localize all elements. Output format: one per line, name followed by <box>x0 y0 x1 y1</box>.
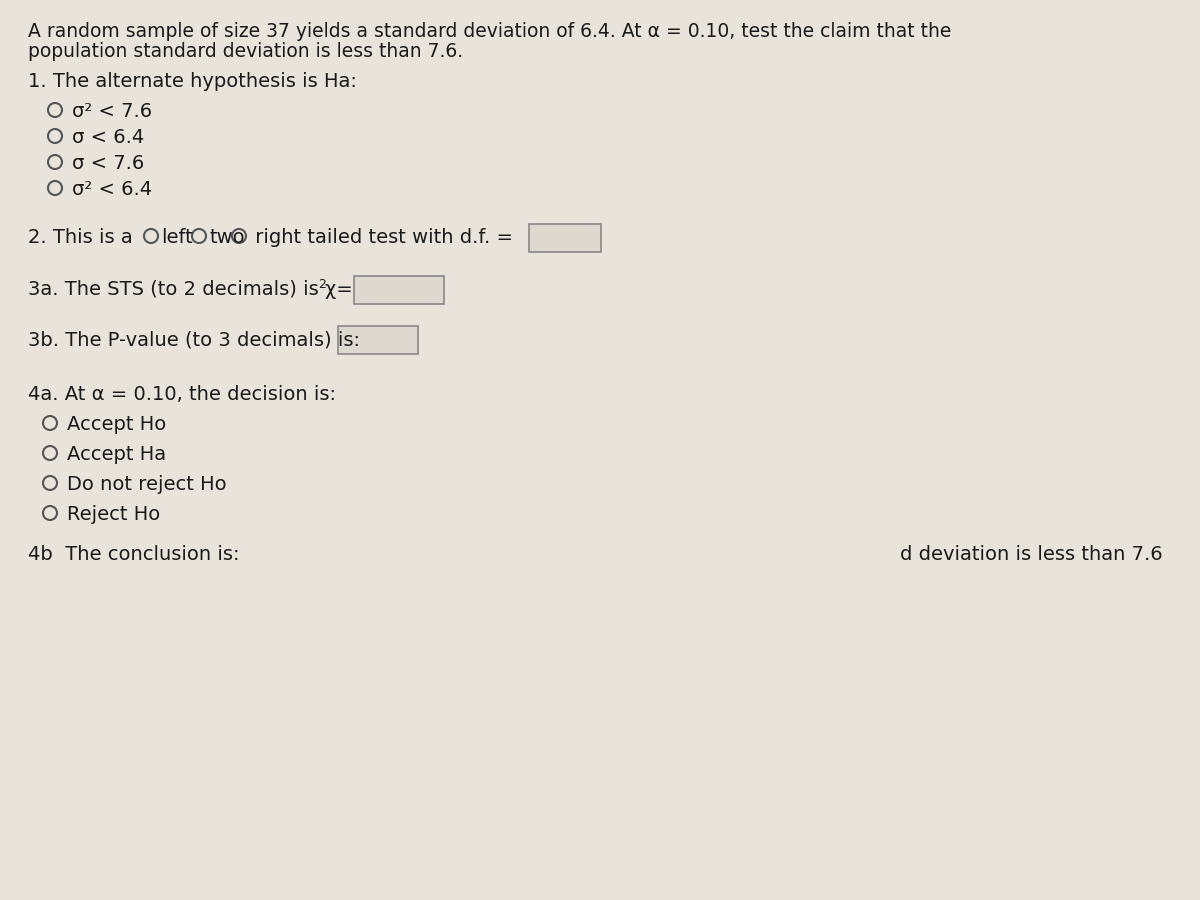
Text: A random sample of size 37 yields a standard deviation of 6.4. At α = 0.10, test: A random sample of size 37 yields a stan… <box>28 22 952 41</box>
Text: 3a. The STS (to 2 decimals) is χ: 3a. The STS (to 2 decimals) is χ <box>28 280 336 299</box>
Text: σ < 7.6: σ < 7.6 <box>72 154 144 173</box>
Text: Reject Ho: Reject Ho <box>67 505 161 524</box>
Text: d deviation is less than 7.6: d deviation is less than 7.6 <box>900 545 1163 564</box>
Text: Accept Ha: Accept Ha <box>67 445 166 464</box>
Text: σ < 6.4: σ < 6.4 <box>72 128 144 147</box>
Text: 3b. The P-value (to 3 decimals) is:: 3b. The P-value (to 3 decimals) is: <box>28 330 360 349</box>
Text: 2. This is a: 2. This is a <box>28 228 139 247</box>
FancyBboxPatch shape <box>338 326 418 354</box>
Text: σ² < 6.4: σ² < 6.4 <box>72 180 152 199</box>
Text: 1. The alternate hypothesis is Ha:: 1. The alternate hypothesis is Ha: <box>28 72 356 91</box>
Text: Do not reject Ho: Do not reject Ho <box>67 475 227 494</box>
Text: two: two <box>209 228 245 247</box>
FancyBboxPatch shape <box>354 276 444 304</box>
Text: right tailed test with d.f. =: right tailed test with d.f. = <box>250 228 514 247</box>
FancyBboxPatch shape <box>529 224 601 252</box>
Text: 2: 2 <box>318 278 326 291</box>
Text: population standard deviation is less than 7.6.: population standard deviation is less th… <box>28 42 463 61</box>
Text: 4b  The conclusion is:: 4b The conclusion is: <box>28 545 240 564</box>
Text: 4a. At α = 0.10, the decision is:: 4a. At α = 0.10, the decision is: <box>28 385 336 404</box>
Text: Accept Ho: Accept Ho <box>67 415 167 434</box>
Text: left: left <box>161 228 193 247</box>
Text: =: = <box>330 280 353 299</box>
Text: σ² < 7.6: σ² < 7.6 <box>72 102 152 121</box>
